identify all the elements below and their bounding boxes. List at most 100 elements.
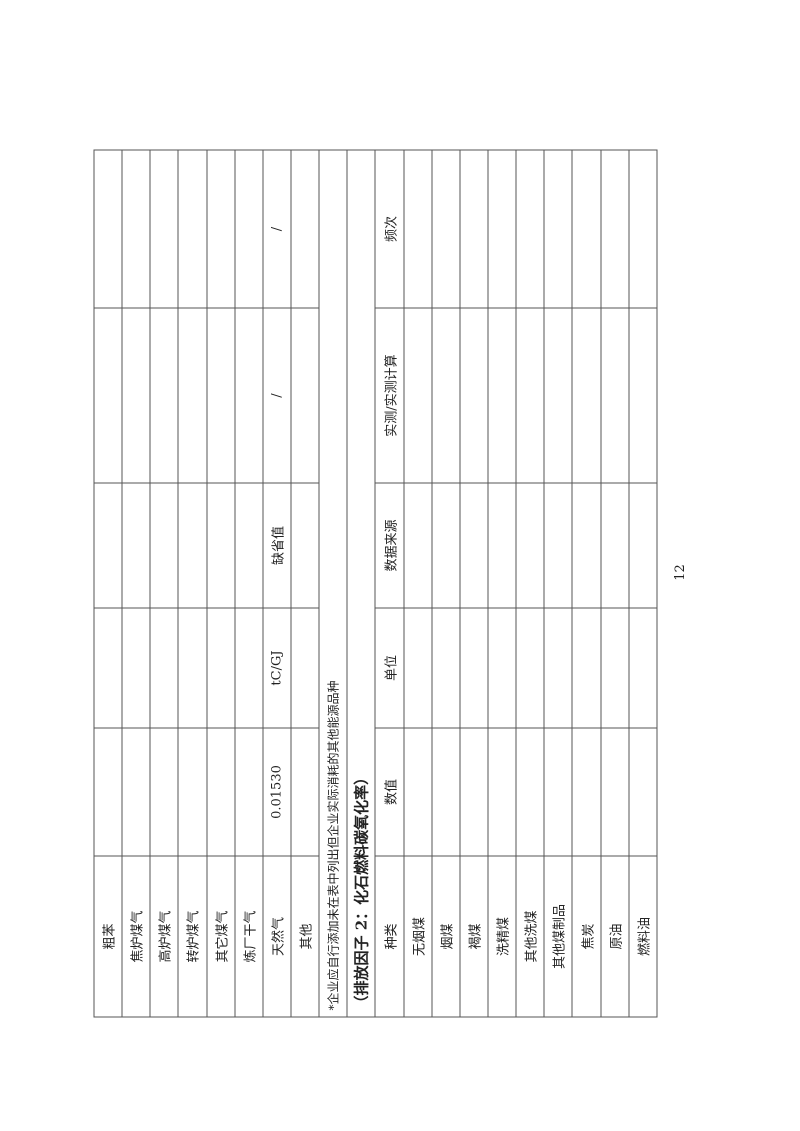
cell-source [234, 482, 263, 608]
section2-heading: （排放因子 2：化石燃料碳氧化率） [346, 149, 375, 1017]
table-row: 无烟煤 [403, 149, 432, 1017]
emission-factor-table: 粗苯 焦炉煤气 高炉煤气 转炉煤气 其它煤气 炼厂干气 天然气 0.01530 tC/GJ 缺省值… [93, 149, 657, 1017]
cell-frequency [290, 149, 319, 308]
cell-value [600, 727, 629, 856]
cell-unit [459, 607, 488, 728]
cell-unit [403, 607, 432, 728]
cell-name: 无烟煤 [403, 855, 432, 1017]
cell-name: 转炉煤气 [177, 855, 207, 1017]
cell-frequency [206, 149, 235, 308]
cell-unit [234, 607, 263, 728]
cell-frequency [121, 149, 150, 308]
section2-header-row: 种类 数值 单位 数据来源 实测/实测计算 频次 [374, 149, 404, 1017]
cell-unit [628, 607, 657, 728]
cell-measured [487, 307, 516, 483]
cell-value [571, 727, 601, 856]
cell-unit [206, 607, 235, 728]
table-row: 炼厂干气 [234, 149, 263, 1017]
cell-value [431, 727, 460, 856]
cell-source [543, 482, 572, 608]
cell-value [403, 727, 432, 856]
cell-measured [93, 307, 122, 483]
cell-unit [93, 607, 122, 728]
rotated-page-content: 粗苯 焦炉煤气 高炉煤气 转炉煤气 其它煤气 炼厂干气 天然气 0.01530 tC/GJ 缺省值… [93, 149, 657, 1017]
cell-measured [600, 307, 629, 483]
table-row: 其他洗煤 [515, 149, 544, 1017]
cell-frequency [403, 149, 432, 308]
cell-frequency: / [262, 149, 291, 308]
cell-value [459, 727, 488, 856]
cell-name: 天然气 [262, 855, 291, 1017]
cell-value [628, 727, 657, 856]
cell-source [515, 482, 544, 608]
cell-source [403, 482, 432, 608]
cell-unit [431, 607, 460, 728]
cell-value [234, 727, 263, 856]
cell-name: 高炉煤气 [149, 855, 178, 1017]
header-frequency: 频次 [374, 149, 404, 308]
cell-measured [177, 307, 207, 483]
cell-name: 褐煤 [459, 855, 488, 1017]
table-row: 洗精煤 [487, 149, 516, 1017]
cell-measured [431, 307, 460, 483]
header-unit: 单位 [374, 607, 404, 728]
cell-frequency [600, 149, 629, 308]
cell-unit: tC/GJ [262, 607, 291, 728]
cell-source [149, 482, 178, 608]
cell-frequency [234, 149, 263, 308]
cell-measured [206, 307, 235, 483]
table-row: 褐煤 [459, 149, 488, 1017]
section2-heading-row: （排放因子 2：化石燃料碳氧化率） [346, 149, 375, 1017]
table-row: 原油 [600, 149, 629, 1017]
cell-source [93, 482, 122, 608]
cell-measured [234, 307, 263, 483]
cell-name: 焦炭 [571, 855, 601, 1017]
table-row: 其他煤制品 [543, 149, 572, 1017]
cell-value: 0.01530 [262, 727, 291, 856]
cell-name: 洗精煤 [487, 855, 516, 1017]
cell-measured [628, 307, 657, 483]
cell-frequency [459, 149, 488, 308]
cell-frequency [177, 149, 207, 308]
cell-name: 燃料油 [628, 855, 657, 1017]
note-text: *企业应自行添加未在表中列出但企业实际消耗的其他能源品种 [318, 149, 347, 1017]
cell-source [121, 482, 150, 608]
cell-frequency [515, 149, 544, 308]
cell-measured [403, 307, 432, 483]
cell-name: 粗苯 [93, 855, 122, 1017]
cell-source [459, 482, 488, 608]
table-row: 粗苯 [93, 149, 122, 1017]
cell-unit [290, 607, 319, 728]
cell-name: 其他煤制品 [543, 855, 572, 1017]
cell-frequency [149, 149, 178, 308]
cell-frequency [431, 149, 460, 308]
cell-source: 缺省值 [262, 482, 291, 608]
cell-name: 其他洗煤 [515, 855, 544, 1017]
cell-unit [149, 607, 178, 728]
table-row: 燃料油 [628, 149, 657, 1017]
header-measured: 实测/实测计算 [374, 307, 404, 483]
cell-name: 原油 [600, 855, 629, 1017]
cell-measured [543, 307, 572, 483]
table-row: 天然气 0.01530 tC/GJ 缺省值 / / [262, 149, 291, 1017]
cell-measured [149, 307, 178, 483]
cell-measured [290, 307, 319, 483]
cell-unit [571, 607, 601, 728]
table-row: 其它煤气 [206, 149, 235, 1017]
cell-source [487, 482, 516, 608]
cell-value [177, 727, 207, 856]
table-row: 焦炉煤气 [121, 149, 150, 1017]
header-source: 数据来源 [374, 482, 404, 608]
cell-unit [121, 607, 150, 728]
cell-name: 其他 [290, 855, 319, 1017]
cell-name: 其它煤气 [206, 855, 235, 1017]
cell-unit [543, 607, 572, 728]
cell-value [543, 727, 572, 856]
table-row: 高炉煤气 [149, 149, 178, 1017]
cell-measured [571, 307, 601, 483]
cell-frequency [628, 149, 657, 308]
cell-source [571, 482, 601, 608]
cell-measured [515, 307, 544, 483]
page-number: 12 [672, 564, 688, 581]
cell-measured [121, 307, 150, 483]
